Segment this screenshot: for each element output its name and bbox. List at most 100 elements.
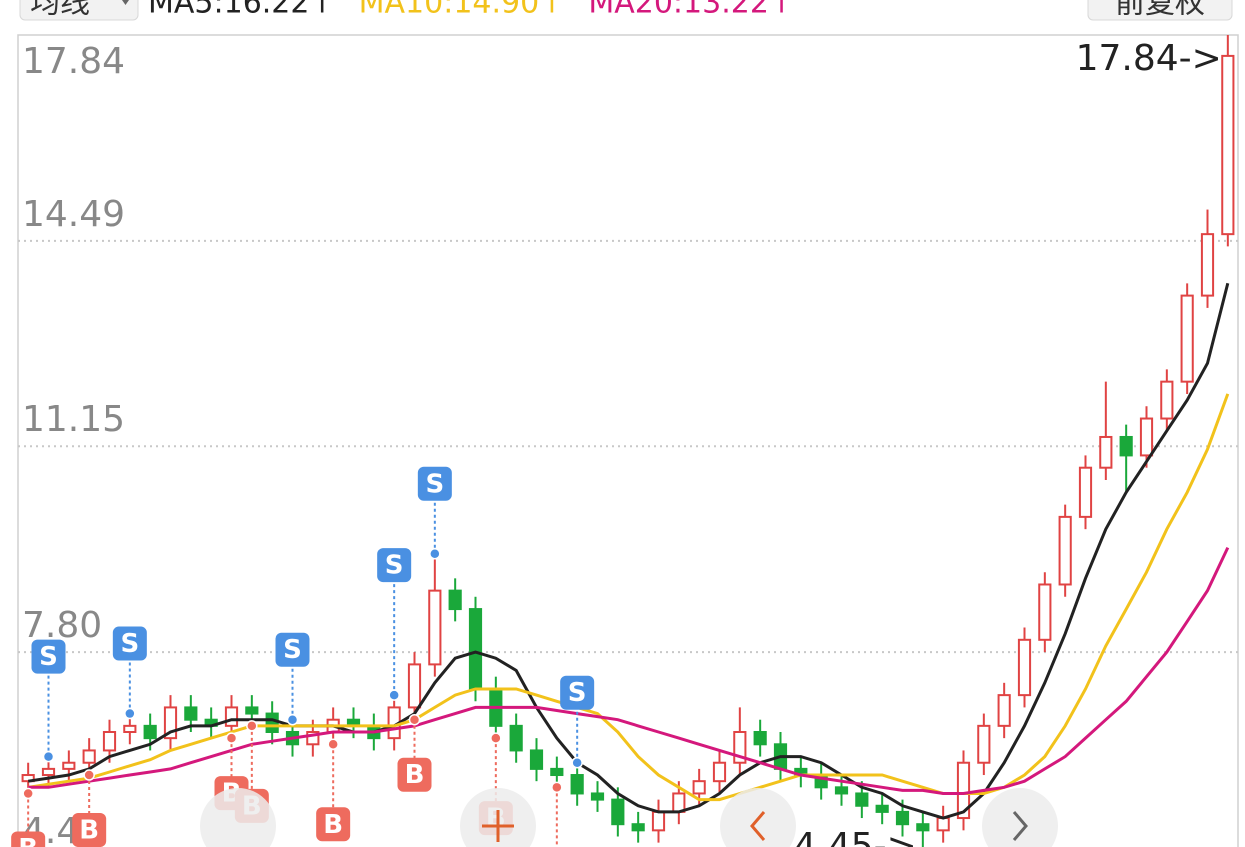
candle-body (21, 774, 35, 783)
signal-dot (42, 750, 55, 763)
candle-body (245, 706, 259, 715)
signal-label: S (568, 678, 587, 708)
ma-line (27, 393, 1230, 802)
candle-body (265, 712, 279, 733)
candle-body (672, 792, 686, 813)
candle-body (1017, 638, 1032, 697)
candle-body (123, 724, 137, 733)
candle-body (82, 749, 96, 764)
signal-label: B (323, 810, 343, 840)
candle-body (712, 761, 727, 783)
left-icon (750, 811, 766, 841)
candle-body (733, 730, 747, 764)
signal-dot (327, 738, 339, 751)
selector-box[interactable] (19, 0, 139, 21)
dropdown-arrow (122, 0, 129, 5)
signal-label: B (405, 760, 425, 790)
max-label: 17.84-> (1076, 38, 1222, 79)
signal-dot (22, 787, 34, 800)
candle-body (1099, 435, 1113, 469)
candle-body (1078, 466, 1093, 518)
candle-body (875, 804, 889, 813)
signal-badge (316, 807, 351, 842)
candle-body (1200, 233, 1215, 297)
plus-icon (482, 810, 514, 842)
signal-label: B (18, 834, 38, 847)
signal-badge (560, 675, 595, 710)
y-tick-label: 7.80 (22, 605, 102, 646)
candle-body (936, 817, 950, 832)
candle-body (468, 608, 483, 690)
right-icon (1012, 811, 1028, 841)
ma-line (28, 546, 1230, 795)
y-tick-label: 14.49 (22, 194, 125, 235)
candle-body (163, 706, 178, 740)
legend-entry: MA5:16.22↑ (148, 0, 335, 21)
candle-body (62, 761, 76, 770)
candle-body (753, 730, 767, 746)
candle-body (631, 823, 645, 832)
candle-body (590, 792, 605, 801)
min-label: 4.45-> (794, 826, 917, 847)
plot-frame (17, 34, 1239, 847)
plot: 17.8414.4911.157.804.45BSBSBBSBSSBBSB17.… (11, 35, 1238, 847)
signal-badge (417, 466, 452, 501)
candle-body (611, 798, 625, 826)
signal-dot (429, 548, 441, 560)
legend: MA5:16.22↑ MA10:14.90↑ MA20:13.22↑ (148, 0, 794, 21)
signal-label: S (39, 642, 58, 672)
candle-body (895, 810, 910, 826)
candle-body (184, 706, 198, 721)
signal-badge (112, 626, 147, 661)
signal-dot (571, 756, 583, 769)
candle-body (1038, 583, 1052, 641)
candle-body (1058, 515, 1072, 586)
legend-entry: MA10:14.90↑ (359, 0, 565, 21)
signal-dot (124, 707, 136, 720)
candle-body (570, 774, 584, 795)
candle-body (143, 724, 157, 740)
signal-badge (377, 548, 412, 583)
selector-label[interactable]: 均线 (30, 0, 90, 21)
signal-label: B (79, 816, 99, 846)
nav-button[interactable] (200, 788, 276, 847)
candle-body (1160, 380, 1174, 420)
signal-badge (72, 813, 107, 847)
adjust-label[interactable]: 前复权 (1115, 0, 1205, 21)
candle-body (1221, 54, 1235, 236)
ma-line (27, 282, 1230, 820)
signal-dot (286, 713, 299, 726)
adjust-button[interactable] (1087, 0, 1233, 21)
candle-body (1139, 417, 1154, 457)
signal-dot (551, 781, 563, 794)
signal-label: S (283, 635, 302, 665)
candle-body (977, 724, 991, 764)
signal-label: S (425, 469, 444, 499)
candle-body (306, 730, 320, 746)
signal-dot (83, 769, 95, 781)
y-tick-label: 17.84 (22, 41, 125, 82)
candle-body (448, 589, 462, 611)
candle-body (509, 724, 523, 752)
signal-dot (408, 713, 421, 726)
signal-dot (246, 720, 258, 732)
signal-dot (490, 732, 502, 744)
candle-body (407, 663, 422, 709)
candle-body (529, 749, 544, 770)
signal-badge (11, 831, 46, 847)
signal-label: S (385, 551, 404, 581)
signal-dot (388, 689, 400, 701)
candle-body (224, 706, 239, 727)
legend-entry: MA20:13.22↑ (588, 0, 794, 21)
candle-body (1119, 435, 1133, 457)
candle-body (428, 589, 442, 666)
candle-body (855, 792, 869, 807)
nav-buttons (200, 788, 1058, 847)
candle-body (997, 694, 1011, 727)
candle-body (692, 780, 706, 795)
signal-badge (275, 632, 310, 667)
signal-label: S (120, 629, 139, 659)
y-tick-label: 11.15 (22, 399, 125, 440)
